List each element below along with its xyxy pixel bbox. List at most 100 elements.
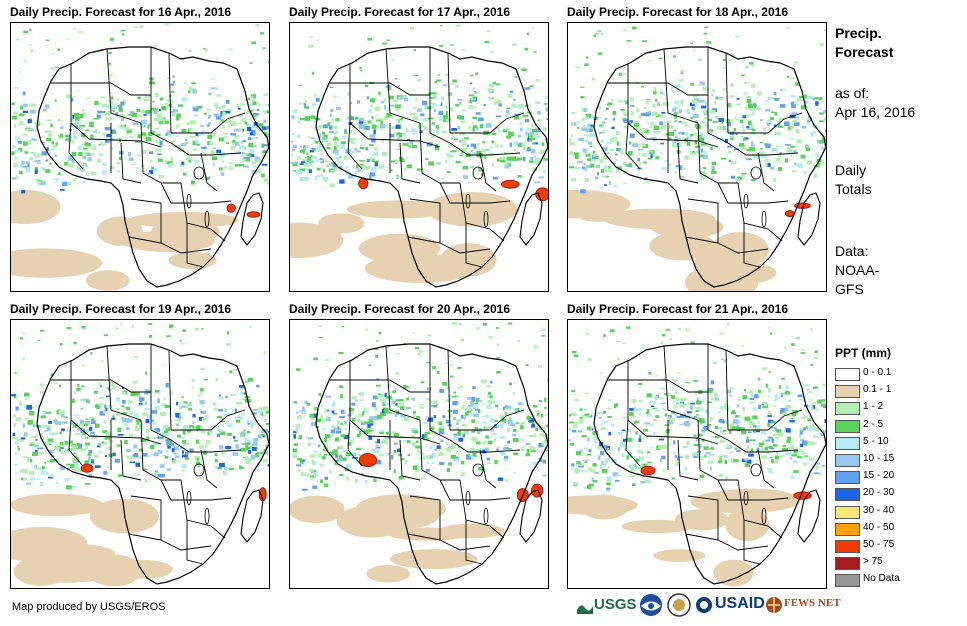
precip-cell: [230, 133, 237, 136]
precip-cell: [477, 142, 480, 146]
precip-cell: [75, 116, 80, 121]
precip-cell: [606, 169, 613, 173]
precip-cell: [715, 427, 719, 430]
precip-cell: [297, 416, 302, 420]
precip-cell: [45, 130, 51, 133]
precip-cell: [450, 137, 454, 141]
precip-cell: [292, 145, 297, 149]
precip-cell: [248, 129, 253, 135]
precip-cell: [652, 111, 658, 116]
precip-cell: [365, 147, 369, 151]
precip-cell: [199, 388, 204, 392]
precip-cell: [87, 157, 92, 162]
precip-cell: [753, 104, 757, 109]
precip-cell: [116, 444, 121, 447]
precip-cell: [293, 401, 298, 404]
forecast-map: [10, 22, 270, 292]
precip-cell: [318, 393, 322, 396]
precip-cell: [578, 465, 584, 468]
country-border: [68, 419, 84, 467]
country-border: [170, 439, 242, 453]
legend-title: PPT (mm): [835, 346, 892, 360]
precip-cell: [785, 144, 791, 146]
precip-cell: [135, 462, 141, 467]
precip-cell: [351, 402, 356, 406]
precip-cell: [626, 437, 632, 442]
precip-cell: [763, 133, 766, 135]
precip-cell: [45, 169, 51, 173]
precip-cell: [81, 108, 85, 112]
precip-cell: [741, 345, 744, 348]
precip-cell: [584, 486, 587, 490]
precip-cell: [335, 157, 340, 160]
precip-cell: [154, 428, 160, 433]
precip-cell: [767, 388, 771, 393]
precip-cell: [473, 87, 476, 91]
precip-cell: [73, 135, 78, 140]
precip-cell: [241, 398, 246, 401]
precip-cell: [191, 82, 196, 85]
precip-cell: [299, 168, 306, 172]
precip-cell: [816, 408, 819, 412]
precip-cell: [478, 167, 483, 172]
precip-cell: [310, 454, 316, 458]
precip-cell: [362, 411, 365, 416]
precip-cell: [153, 437, 159, 440]
precip-cell: [376, 395, 380, 398]
precip-cell: [605, 107, 609, 110]
precip-cell: [669, 125, 674, 129]
usaid-logo-text: USAID: [715, 595, 765, 612]
precip-cell: [547, 111, 548, 116]
precip-cell: [263, 119, 266, 124]
precip-cell: [608, 466, 611, 469]
precip-cell: [586, 458, 589, 461]
precip-cell: [718, 411, 722, 414]
precip-cell: [546, 413, 548, 416]
precip-cell: [492, 130, 495, 133]
precip-cell: [53, 144, 57, 149]
precip-cell: [324, 408, 328, 413]
precip-cell: [366, 158, 370, 162]
precip-cell: [29, 477, 36, 481]
precip-cell: [40, 470, 46, 475]
precip-cell: [805, 426, 808, 429]
precip-cell: [222, 452, 227, 455]
precip-cell: [300, 145, 302, 148]
precip-cell: [219, 431, 226, 435]
precip-cell: [455, 426, 459, 431]
precip-cell: [413, 75, 419, 77]
precip-cell: [367, 120, 372, 124]
precip-cell: [804, 94, 808, 99]
precip-cell: [350, 102, 353, 104]
precip-cell: [349, 129, 353, 134]
panel-title: Daily Precip. Forecast for 21 Apr., 2016: [567, 302, 788, 316]
precip-cell: [357, 168, 362, 173]
precip-cell: [538, 365, 542, 368]
precip-cell: [380, 127, 383, 130]
precip-cell: [692, 452, 698, 457]
precip-cell: [367, 423, 371, 428]
precip-cell: [815, 436, 820, 439]
precip-cell: [820, 161, 824, 166]
precip-cell: [241, 117, 247, 123]
lake-outline: [750, 166, 762, 180]
precip-cell: [380, 412, 386, 417]
precip-cell: [719, 405, 723, 410]
precip-cell: [710, 146, 713, 151]
precip-cell: [643, 107, 648, 109]
precip-cell: [448, 462, 453, 466]
precip-cell: [22, 91, 26, 96]
precip-cell: [35, 179, 40, 182]
precip-cell: [71, 443, 76, 447]
precip-cell: [336, 446, 342, 450]
precip-cell: [145, 388, 148, 391]
lake-outline: [204, 210, 210, 228]
precip-cell: [704, 389, 708, 391]
precip-cell: [154, 430, 157, 433]
precip-cell: [522, 146, 527, 151]
precip-cell: [91, 153, 95, 156]
precip-cell: [143, 134, 148, 138]
precip-cell: [40, 424, 46, 428]
precip-cell: [536, 413, 540, 416]
precip-cell: [323, 134, 328, 139]
